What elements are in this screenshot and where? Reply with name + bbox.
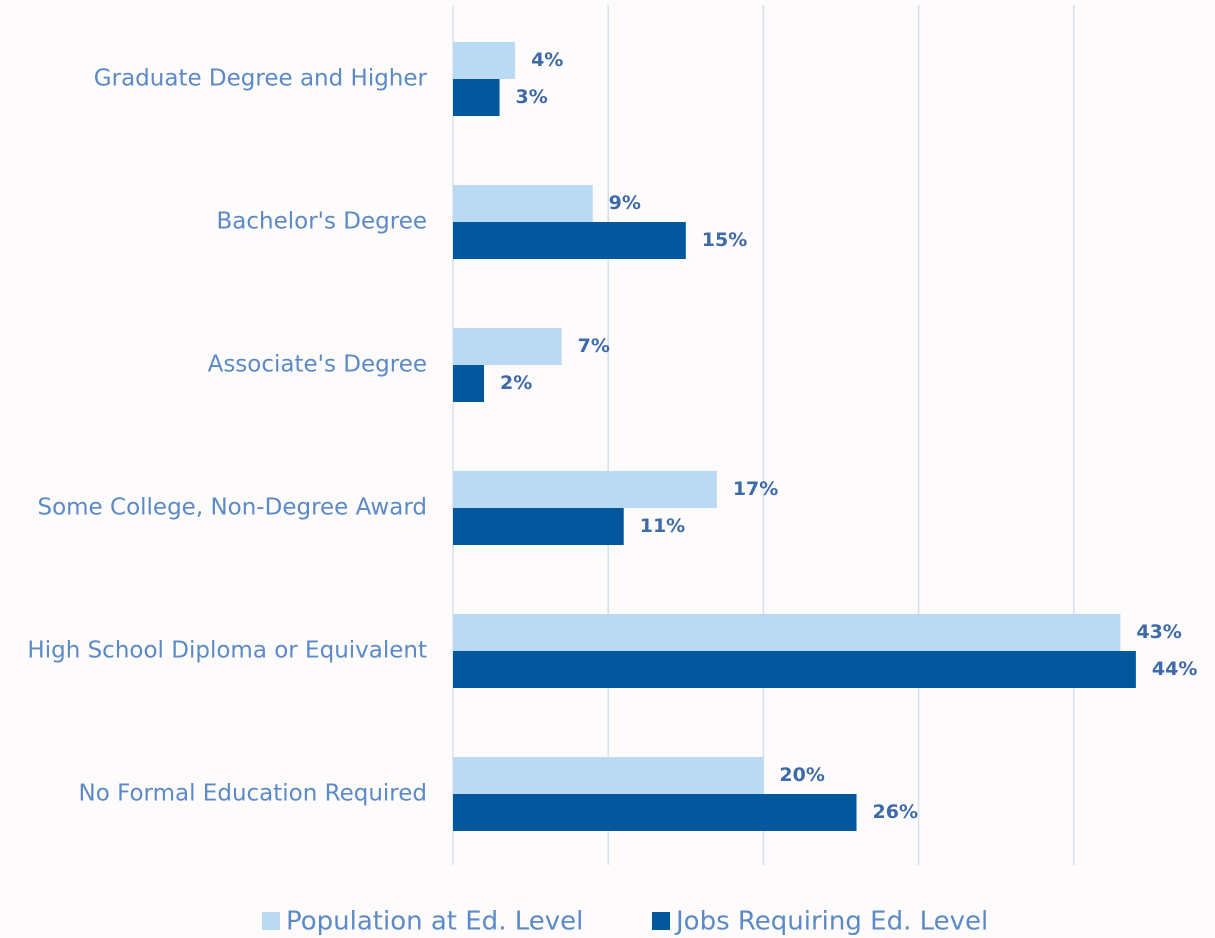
data-label: 2% bbox=[500, 372, 532, 394]
data-label: 43% bbox=[1136, 621, 1181, 643]
bar bbox=[453, 328, 562, 365]
category-label: Some College, Non-Degree Award bbox=[37, 495, 427, 521]
data-label: 26% bbox=[873, 801, 918, 823]
legend-label: Population at Ed. Level bbox=[286, 907, 583, 937]
legend-label: Jobs Requiring Ed. Level bbox=[674, 907, 988, 937]
legend-swatch bbox=[652, 912, 670, 930]
bar bbox=[453, 79, 500, 116]
bar bbox=[453, 42, 516, 79]
category-label: Bachelor's Degree bbox=[217, 209, 428, 235]
data-label: 15% bbox=[702, 229, 747, 251]
bar bbox=[453, 471, 717, 508]
data-label: 17% bbox=[733, 478, 778, 500]
data-label: 9% bbox=[609, 192, 641, 214]
bar bbox=[453, 794, 857, 831]
data-label: 44% bbox=[1152, 658, 1197, 680]
bar bbox=[453, 365, 485, 402]
bar bbox=[453, 757, 764, 794]
category-label: Graduate Degree and Higher bbox=[94, 66, 428, 92]
bar bbox=[453, 222, 686, 259]
category-label: Associate's Degree bbox=[208, 352, 427, 378]
data-label: 7% bbox=[578, 335, 610, 357]
data-label: 20% bbox=[779, 764, 824, 786]
data-label: 4% bbox=[531, 49, 563, 71]
data-label: 3% bbox=[516, 86, 548, 108]
bar bbox=[453, 185, 593, 222]
bar bbox=[453, 508, 624, 545]
bar bbox=[453, 651, 1136, 688]
data-label: 11% bbox=[640, 515, 685, 537]
category-label: High School Diploma or Equivalent bbox=[27, 638, 427, 664]
bar bbox=[453, 614, 1121, 651]
legend-swatch bbox=[262, 912, 280, 930]
category-label: No Formal Education Required bbox=[78, 781, 427, 807]
